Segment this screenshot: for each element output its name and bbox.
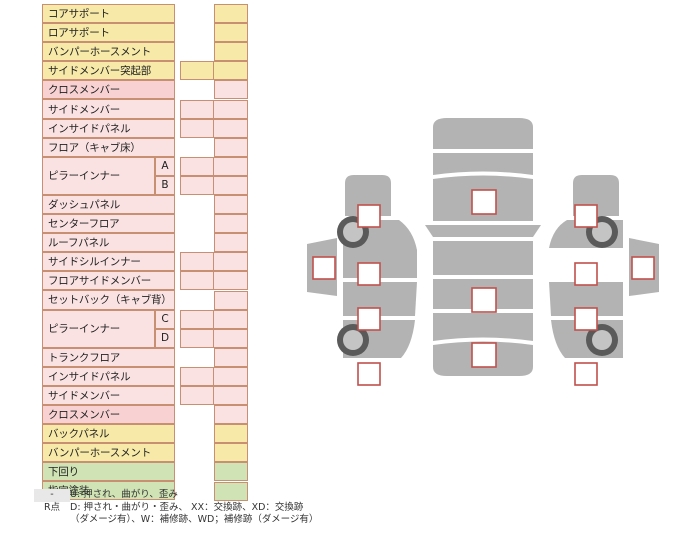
wheel-rear-right xyxy=(586,324,618,356)
grid-cell[interactable] xyxy=(214,42,248,62)
legend-row-2: R点 D: 押され・曲がり・歪み、 XX：交換跡、XD：交換跡 xyxy=(34,502,318,515)
grid-cell-divider xyxy=(180,366,214,386)
part-label: センターフロア xyxy=(42,214,175,234)
grid-cell-divider xyxy=(180,99,214,119)
center-door-flare xyxy=(425,225,541,237)
center-roof xyxy=(433,241,533,275)
part-label: コアサポート xyxy=(42,4,175,24)
part-label: ダッシュパネル xyxy=(42,194,175,215)
part-label: クロスメンバー xyxy=(42,404,175,425)
grid-cell-divider xyxy=(180,271,214,291)
marker-right-3 xyxy=(574,307,598,331)
part-label: ロアサポート xyxy=(42,23,175,43)
center-vehicle-group xyxy=(425,118,541,376)
marker-right-2 xyxy=(574,262,598,286)
marker-left-4 xyxy=(357,362,381,386)
legend-text-2: D: 押され・曲がり・歪み、 XX：交換跡、XD：交換跡 xyxy=(70,501,304,513)
part-label: フロア（キャブ床） xyxy=(42,137,175,157)
marker-right-wing xyxy=(631,256,655,280)
marker-left-3 xyxy=(357,307,381,331)
marker-right-4 xyxy=(574,362,598,386)
center-hood xyxy=(433,153,533,175)
part-label: クロスメンバー xyxy=(42,80,175,100)
legend-text-1: U: 押され、曲がり、歪み xyxy=(70,489,178,500)
part-label: セットバック（キャブ背） xyxy=(42,290,175,310)
marker-center-3 xyxy=(471,342,497,368)
grid-cell[interactable] xyxy=(214,443,248,463)
part-sub-label: A xyxy=(155,156,175,176)
part-sub-label: B xyxy=(155,175,175,195)
marker-left-wing xyxy=(312,256,336,280)
grid-cell-divider xyxy=(180,61,214,81)
grid-cell[interactable] xyxy=(214,233,248,253)
grid-cell[interactable] xyxy=(214,137,248,157)
part-label: サイドメンバー xyxy=(42,99,175,119)
grid-cell[interactable] xyxy=(214,462,248,482)
inspection-markers-group xyxy=(312,189,655,386)
part-label: トランクフロア xyxy=(42,347,175,367)
part-label: インサイドパネル xyxy=(42,366,175,386)
part-label: ピラーインナー xyxy=(42,309,155,348)
grid-cell[interactable] xyxy=(214,424,248,444)
grid-cell[interactable] xyxy=(214,347,248,367)
grid-cell-divider xyxy=(180,328,214,348)
part-sub-label: D xyxy=(155,328,175,348)
part-label: 下回り xyxy=(42,462,175,482)
part-label: バンパーホースメント xyxy=(42,42,175,62)
grid-cell-divider xyxy=(180,156,214,176)
grid-cell[interactable] xyxy=(214,195,248,215)
grid-cell-divider xyxy=(180,252,214,272)
grid-cell[interactable] xyxy=(214,290,248,310)
legend-key-dash: - xyxy=(34,489,70,502)
part-label: ルーフパネル xyxy=(42,233,175,253)
center-front-nose xyxy=(433,118,533,149)
legend: - U: 押され、曲がり、歪み R点 D: 押され・曲がり・歪み、 XX：交換跡… xyxy=(34,489,318,527)
part-label: サイドメンバー xyxy=(42,385,175,405)
center-trunk xyxy=(433,313,533,341)
vehicle-top-view-svg xyxy=(307,118,659,386)
part-label: ピラーインナー xyxy=(42,156,155,195)
part-label: サイドシルインナー xyxy=(42,252,175,272)
grid-cell[interactable] xyxy=(214,80,248,100)
grid-cell[interactable] xyxy=(214,4,248,24)
legend-key-rpoint: R点 xyxy=(43,501,61,513)
inspection-grid xyxy=(180,4,250,501)
part-label: バンパーホースメント xyxy=(42,443,175,463)
grid-cell[interactable] xyxy=(214,23,248,43)
marker-left-1 xyxy=(357,204,381,228)
grid-cell-divider xyxy=(180,118,214,138)
part-label: サイドメンバー突起部 xyxy=(42,61,175,81)
grid-cell[interactable] xyxy=(214,481,248,501)
legend-text-2-cont: （ダメージ有）、W：補修跡、WD；補修跡（ダメージ有） xyxy=(70,514,319,526)
part-sub-label: C xyxy=(155,309,175,329)
wheel-rear-left xyxy=(337,324,369,356)
marker-center-2 xyxy=(471,287,497,313)
grid-cell-divider xyxy=(180,386,214,406)
right-body-mid xyxy=(549,282,623,316)
grid-cell[interactable] xyxy=(214,405,248,425)
grid-cell-divider xyxy=(180,309,214,329)
marker-right-1 xyxy=(574,204,598,228)
marker-center-1 xyxy=(471,189,497,215)
wheels-group xyxy=(337,216,618,356)
legend-row-1: - U: 押され、曲がり、歪み xyxy=(34,489,318,502)
part-label: バックパネル xyxy=(42,424,175,444)
grid-cell[interactable] xyxy=(214,214,248,234)
marker-left-2 xyxy=(357,262,381,286)
grid-cell-divider xyxy=(180,175,214,195)
vehicle-diagram xyxy=(305,110,692,440)
part-label: インサイドパネル xyxy=(42,118,175,138)
part-label: フロアサイドメンバー xyxy=(42,271,175,291)
